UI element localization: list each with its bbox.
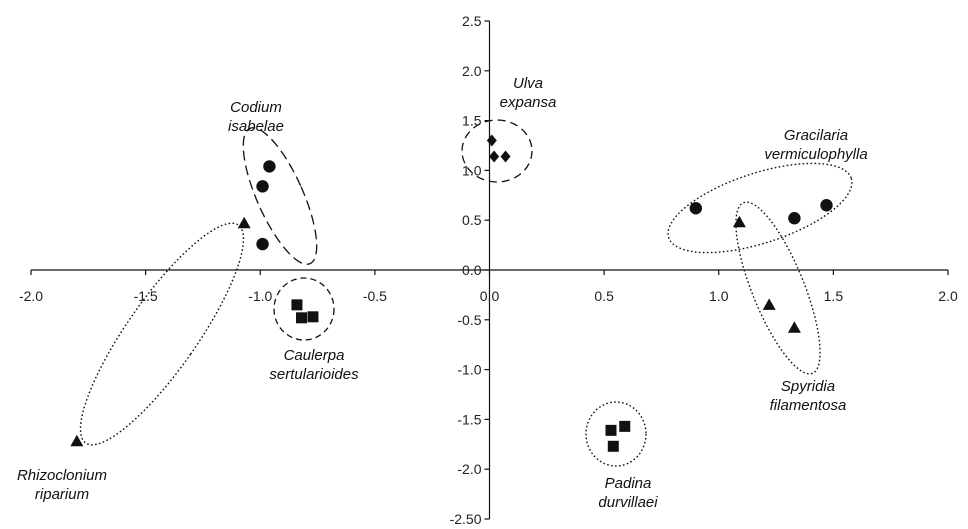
circle-marker [820,199,833,212]
species-label: Caulerpa sertularioides [269,347,359,383]
species-labels: Codium isabelae Ulva expansa Gracilaria vermi… [17,75,868,511]
square-marker [296,312,308,324]
y-tick-label: 0.5 [462,212,482,228]
group-ellipse [461,119,533,183]
x-tick-label: 1.5 [824,288,844,304]
x-tick-label: -0.5 [363,288,387,304]
diamond-marker [489,150,500,163]
species-label: Codium isabelae [228,99,284,135]
species-label-line: sertularioides [269,366,359,383]
species-label-line: vermiculophylla [764,146,867,163]
group-ellipse [667,162,853,254]
square-marker [307,311,319,323]
x-tick-label: 1.0 [709,288,729,304]
data-points [70,134,833,452]
species-label-line: Rhizoclonium [17,467,107,484]
species-label: Gracilaria vermiculophylla [764,127,867,163]
species-label-line: filamentosa [770,397,847,414]
triangle-marker [787,321,801,333]
circle-marker [788,212,801,225]
group-ellipse [585,401,647,467]
y-tick-label: 1.5 [462,113,482,129]
tick-labels: -2.0 -1.5 -1.0 -0.5 0.0 0.5 1.0 1.5 2.0 2.5 2.0 1.5… [19,13,958,527]
circle-marker [263,160,276,173]
x-tick-label: -1.0 [248,288,272,304]
x-tick-label: -1.5 [134,288,158,304]
species-label-line: Gracilaria [784,127,848,144]
x-tick-label: -2.0 [19,288,43,304]
species-label-line: isabelae [228,118,284,135]
x-tick-label: 0.5 [594,288,614,304]
triangle-marker [237,216,251,229]
species-label-line: Spyridia [781,378,835,395]
y-tick-label: 2.0 [462,63,482,79]
species-label-line: riparium [35,486,89,503]
diamond-marker [486,134,497,147]
triangle-marker [732,215,746,228]
species-label: Padina durvillaei [598,475,658,511]
tick-marks [30,20,949,520]
species-label-line: Ulva [513,75,543,92]
y-tick-label: -0.5 [457,312,481,328]
species-label-line: Codium [230,99,282,116]
circle-marker [256,237,269,251]
species-label-line: expansa [500,94,557,111]
group-ellipse [273,277,335,341]
triangle-marker [70,434,84,447]
triangle-marker [762,298,776,310]
circle-marker [689,202,703,215]
circle-marker [256,180,269,193]
group-ellipse [242,127,318,265]
species-label: Ulva expansa [500,75,557,111]
square-marker [607,440,619,452]
group-ellipse [79,222,245,446]
species-label: Rhizoclonium riparium [17,467,107,503]
y-tick-label: 1.0 [462,162,482,178]
y-tick-label: 2.5 [462,13,482,29]
square-marker [291,299,303,311]
species-label-line: Caulerpa [284,347,345,364]
square-marker [605,424,617,436]
x-tick-label: 0.0 [480,288,500,304]
y-tick-label: 0.0 [462,262,482,278]
y-tick-label: -1.0 [457,362,481,378]
species-label-line: Padina [605,475,652,492]
species-label-line: durvillaei [598,494,658,511]
square-marker [619,420,631,432]
y-tick-label: -2.0 [457,461,481,477]
y-tick-label: -2.50 [450,511,482,527]
y-tick-label: -1.5 [457,411,481,427]
x-tick-label: 2.0 [938,288,958,304]
species-label: Spyridia filamentosa [770,378,847,414]
diamond-marker [500,150,511,163]
